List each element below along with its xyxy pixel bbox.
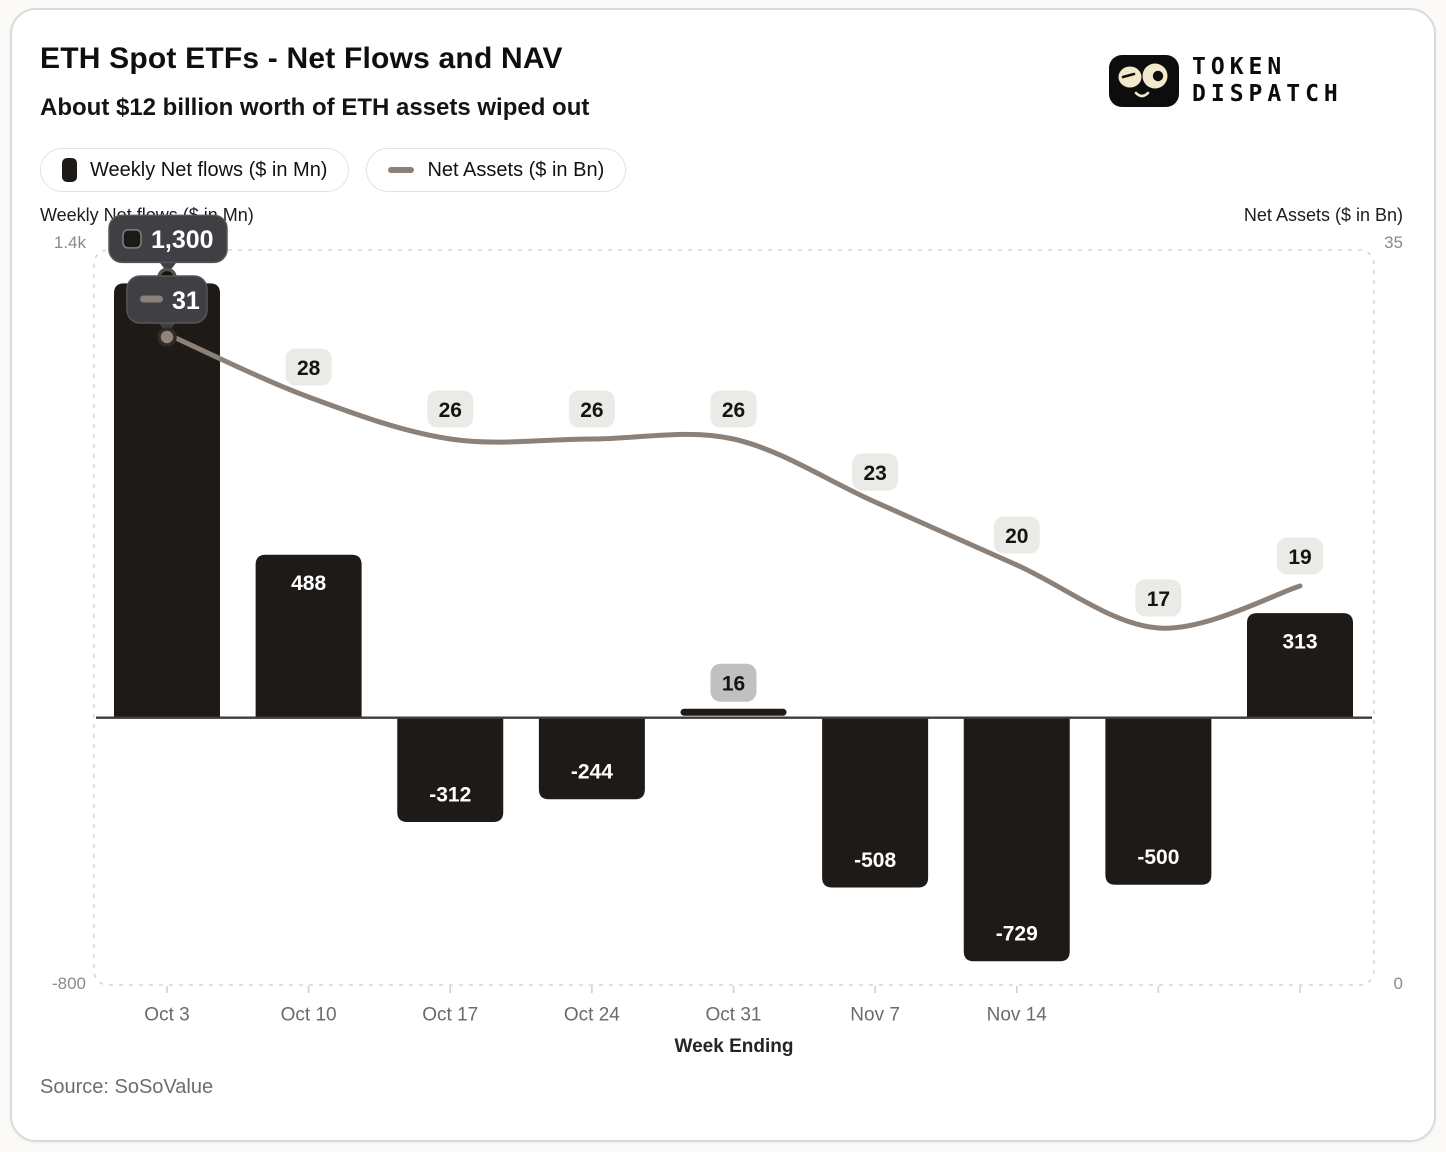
- bar-5[interactable]: [822, 717, 929, 888]
- tooltip-bar-swatch-icon: [122, 229, 142, 249]
- left-axis-max: 1.4k: [53, 233, 86, 252]
- bar-3[interactable]: [538, 717, 645, 800]
- right-axis-title: Net Assets ($ in Bn): [1243, 205, 1403, 225]
- line-label-3-bg: [568, 390, 615, 428]
- line-label-8-bg: [1277, 537, 1323, 575]
- x-tick-label-1: Oct 10: [281, 1005, 337, 1026]
- tooltip-bar-arrow: [158, 260, 178, 274]
- right-axis-max: 35: [1384, 233, 1403, 252]
- line-label-1-bg: [285, 348, 332, 386]
- x-axis-title: Week Ending: [674, 1036, 794, 1057]
- line-label-5: 23: [863, 462, 886, 485]
- line-label-8: 19: [1288, 546, 1311, 569]
- bar-7[interactable]: [1105, 717, 1212, 885]
- token-dispatch-logo: TOKEN DISPATCH: [1108, 54, 1343, 108]
- x-tick-label-0: Oct 3: [144, 1005, 189, 1026]
- x-tick-label-5: Nov 7: [850, 1005, 900, 1026]
- line-label-7: 17: [1147, 588, 1170, 611]
- bar-1[interactable]: [255, 554, 362, 718]
- net-assets-line[interactable]: [164, 331, 1303, 631]
- x-tick-label-2: Oct 17: [422, 1005, 478, 1026]
- bar-label-3: -244: [571, 761, 613, 784]
- tooltip-line-value: 31: [172, 287, 200, 315]
- bar-label-6: -729: [996, 923, 1038, 946]
- x-tick-label-6: Nov 14: [987, 1005, 1048, 1026]
- bar-label-4: 16: [722, 673, 745, 696]
- token-dispatch-logo-text: TOKEN DISPATCH: [1192, 54, 1343, 107]
- line-swatch-icon: [388, 167, 415, 173]
- bar-label-1: 488: [291, 572, 326, 595]
- chart-card: [10, 8, 1436, 1142]
- page-title: ETH Spot ETFs - Net Flows and NAV: [40, 42, 563, 75]
- left-axis-min: -800: [51, 974, 86, 993]
- line-label-4: 26: [722, 399, 745, 422]
- plot-border: [93, 249, 1375, 986]
- bar-4[interactable]: [680, 708, 787, 716]
- bar-label-5: -508: [854, 849, 896, 872]
- line-anchor-dot: [157, 327, 177, 347]
- line-label-1: 28: [297, 357, 321, 380]
- line-label-2: 26: [439, 399, 462, 422]
- legend-item-net-flows[interactable]: Weekly Net flows ($ in Mn): [40, 148, 350, 192]
- line-label-6: 20: [1005, 525, 1028, 548]
- source-note: Source: SoSoValue: [40, 1076, 214, 1098]
- line-label-4-bg: [710, 390, 757, 428]
- legend-label: Net Assets ($ in Bn): [427, 158, 605, 181]
- x-tick-label-3: Oct 24: [564, 1005, 620, 1026]
- bar-2[interactable]: [397, 717, 504, 822]
- line-label-2-bg: [427, 390, 474, 428]
- bar-label-7: -500: [1137, 846, 1179, 869]
- tooltip-bar-value: 1,300: [151, 226, 214, 254]
- bar-0[interactable]: [114, 283, 220, 718]
- legend: Weekly Net flows ($ in Mn) Net Assets ($…: [40, 148, 627, 192]
- bar-6[interactable]: [963, 717, 1070, 962]
- line-label-7-bg: [1135, 579, 1182, 617]
- right-axis-min: 0: [1393, 974, 1403, 993]
- tooltip-line: [126, 275, 208, 324]
- bar-swatch-icon: [62, 158, 77, 182]
- bar-label-4-bg: [710, 663, 757, 702]
- bar-8[interactable]: [1247, 613, 1353, 718]
- line-label-6-bg: [993, 516, 1040, 554]
- page-subtitle: About $12 billion worth of ETH assets wi…: [40, 94, 590, 121]
- token-dispatch-logo-icon: [1109, 55, 1179, 107]
- bar-label-8: 313: [1282, 631, 1317, 654]
- line-label-3: 26: [580, 399, 603, 422]
- legend-label: Weekly Net flows ($ in Mn): [90, 158, 328, 181]
- x-tick-label-4: Oct 31: [706, 1005, 762, 1026]
- line-label-5-bg: [852, 453, 899, 491]
- tooltip-line-swatch-icon: [140, 295, 163, 303]
- tooltip-bar: [108, 214, 228, 264]
- legend-item-net-assets[interactable]: Net Assets ($ in Bn): [366, 148, 627, 192]
- bar-label-2: -312: [429, 783, 471, 806]
